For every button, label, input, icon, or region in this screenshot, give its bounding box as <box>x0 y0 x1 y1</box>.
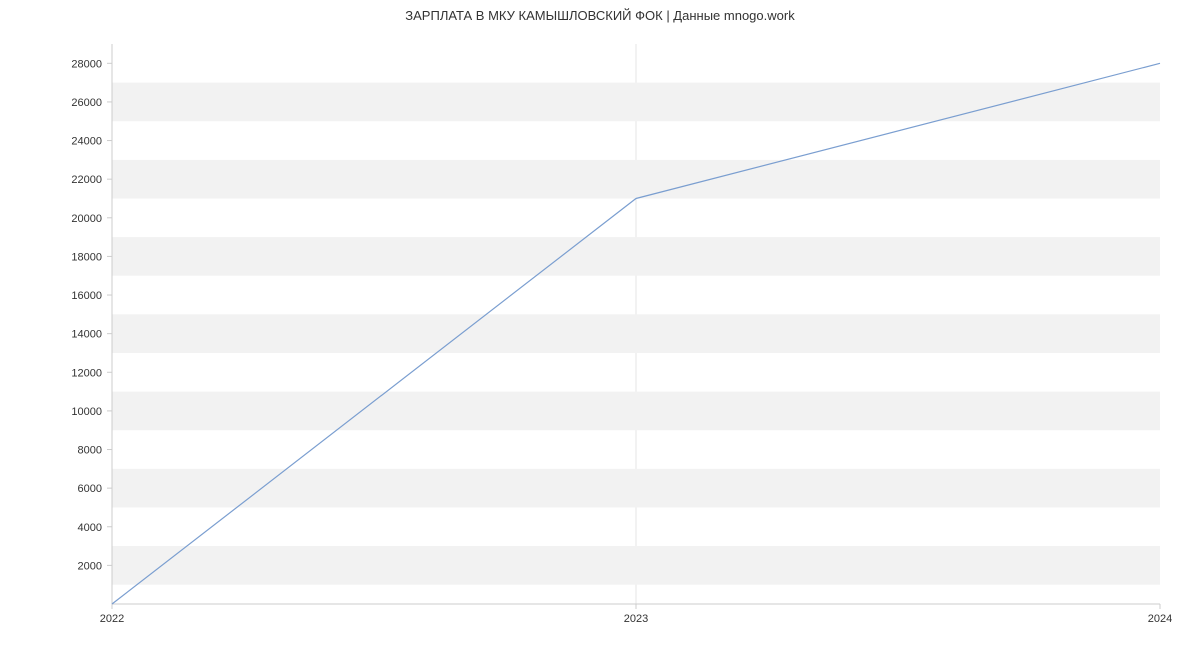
y-tick-label: 28000 <box>71 58 102 70</box>
y-tick-label: 8000 <box>78 445 102 457</box>
y-tick-label: 16000 <box>71 290 102 302</box>
y-tick-label: 12000 <box>71 367 102 379</box>
y-tick-label: 4000 <box>78 522 102 534</box>
y-tick-label: 20000 <box>71 213 102 225</box>
y-tick-label: 22000 <box>71 174 102 186</box>
chart-svg: 2000 4000 6000 8000 10000 12000 14000 16000 1800… <box>0 0 1200 650</box>
y-tick-label: 26000 <box>71 97 102 109</box>
y-tick-label: 10000 <box>71 406 102 418</box>
y-tick-label: 6000 <box>78 483 102 495</box>
x-tick-label: 2022 <box>100 613 124 625</box>
x-tick-label: 2023 <box>624 613 648 625</box>
y-tick-label: 18000 <box>71 251 102 263</box>
chart-container: ЗАРПЛАТА В МКУ КАМЫШЛОВСКИЙ ФОК | Данные… <box>0 0 1200 650</box>
y-tick-label: 2000 <box>78 560 102 572</box>
y-tick-label: 24000 <box>71 136 102 148</box>
y-tick-label: 14000 <box>71 329 102 341</box>
x-tick-label: 2024 <box>1148 613 1172 625</box>
